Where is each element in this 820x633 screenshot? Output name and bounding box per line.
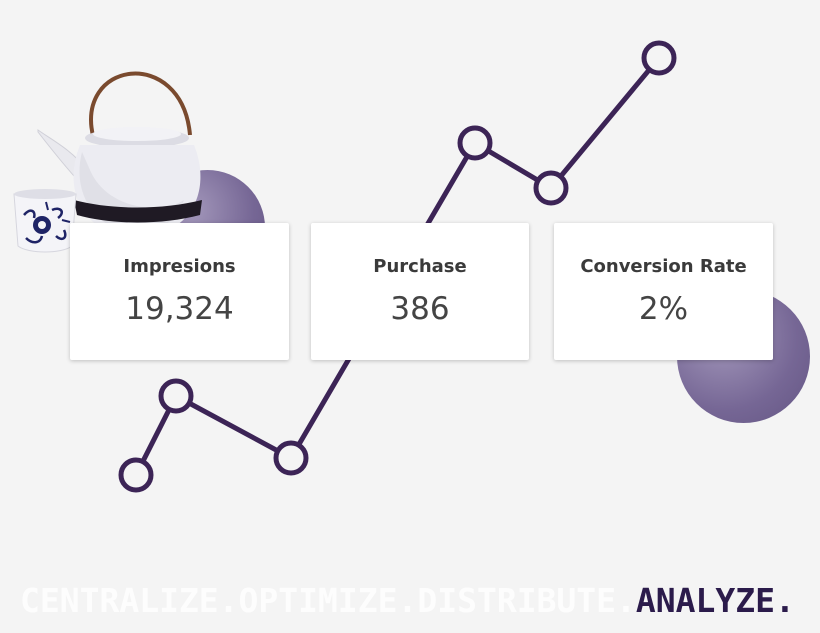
trend-point xyxy=(273,440,309,476)
stat-card-purchase: Purchase 386 xyxy=(311,223,529,360)
tagline-word: DISTRIBUTE. xyxy=(417,581,636,620)
stat-label: Conversion Rate xyxy=(580,256,747,277)
teapot-image xyxy=(13,71,207,253)
stat-value: 2% xyxy=(638,291,689,327)
trend-point xyxy=(118,457,154,493)
trend-point xyxy=(533,170,569,206)
tagline-word: CENTRALIZE. xyxy=(20,581,239,620)
stat-card-impressions: Impresions 19,324 xyxy=(70,223,289,360)
tagline: CENTRALIZE.OPTIMIZE.DISTRIBUTE.ANALYZE. xyxy=(20,584,795,617)
tagline-word-highlight: ANALYZE. xyxy=(635,581,795,620)
stat-value: 19,324 xyxy=(125,291,234,327)
trend-point xyxy=(158,378,194,414)
stat-value: 386 xyxy=(390,291,450,327)
stat-label: Purchase xyxy=(373,256,467,277)
trend-point xyxy=(641,40,677,76)
stat-label: Impresions xyxy=(123,256,236,277)
stat-card-conversion-rate: Conversion Rate 2% xyxy=(554,223,773,360)
tagline-word: OPTIMIZE. xyxy=(238,581,418,620)
trend-point xyxy=(457,125,493,161)
